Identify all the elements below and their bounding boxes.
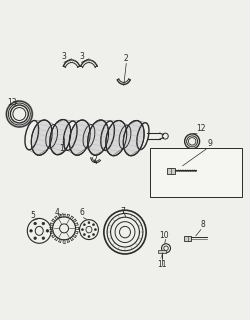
Text: 12: 12 — [196, 124, 205, 133]
Circle shape — [30, 230, 32, 232]
Text: 4: 4 — [55, 208, 60, 217]
Bar — [167, 168, 175, 174]
Text: 5: 5 — [30, 211, 35, 220]
Ellipse shape — [50, 119, 71, 155]
Circle shape — [34, 222, 36, 225]
Ellipse shape — [106, 121, 127, 156]
Circle shape — [42, 237, 44, 239]
Text: 9: 9 — [207, 139, 212, 148]
Text: 11: 11 — [157, 260, 166, 269]
Bar — [184, 236, 192, 241]
Text: 2: 2 — [124, 53, 128, 62]
Circle shape — [42, 222, 44, 225]
Text: 6: 6 — [80, 208, 85, 217]
Ellipse shape — [88, 120, 108, 155]
Circle shape — [94, 228, 96, 231]
Ellipse shape — [69, 120, 90, 155]
Ellipse shape — [31, 120, 52, 155]
Text: 3: 3 — [62, 52, 66, 61]
Text: 3: 3 — [79, 52, 84, 61]
Circle shape — [88, 222, 90, 224]
Text: 1: 1 — [59, 144, 64, 153]
Bar — [158, 250, 166, 253]
Circle shape — [84, 224, 86, 226]
Circle shape — [92, 234, 94, 236]
Text: 2: 2 — [93, 156, 98, 164]
Circle shape — [84, 234, 86, 236]
Circle shape — [46, 230, 49, 232]
Circle shape — [92, 224, 94, 226]
Circle shape — [34, 237, 36, 239]
Text: 8: 8 — [201, 220, 206, 229]
Text: 13: 13 — [7, 98, 17, 107]
Circle shape — [88, 236, 90, 237]
Text: 10: 10 — [159, 231, 168, 240]
Bar — [150, 148, 242, 197]
Ellipse shape — [123, 121, 144, 156]
Text: 7: 7 — [121, 207, 126, 216]
Circle shape — [82, 228, 84, 231]
